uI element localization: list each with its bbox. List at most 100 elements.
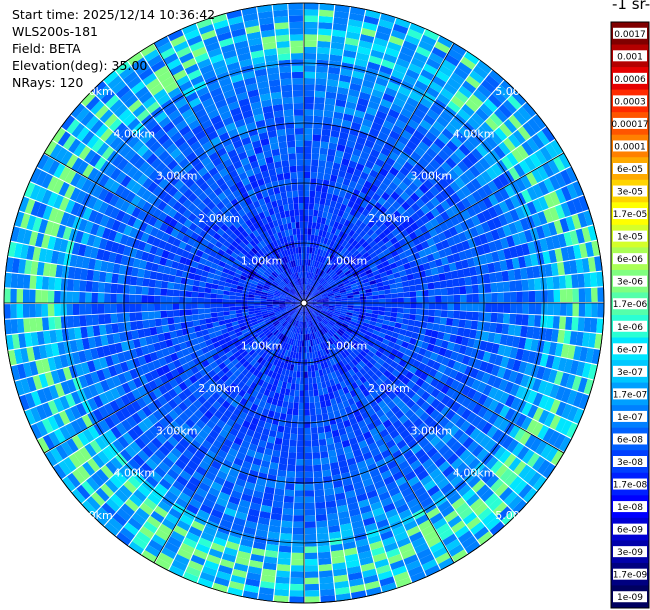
range-gate-cell [347, 336, 355, 343]
range-gate-cell [402, 145, 414, 156]
range-gate-cell [379, 328, 388, 335]
range-gate-cell [355, 52, 370, 62]
range-gate-cell [500, 237, 510, 249]
range-gate-cell [334, 295, 342, 298]
range-gate-cell [497, 292, 504, 303]
range-gate-cell [416, 296, 423, 303]
range-gate-cell [411, 536, 427, 549]
range-gate-cell [324, 266, 330, 273]
range-gate-cell [331, 273, 338, 280]
range-gate-cell [217, 316, 225, 322]
range-gate-cell [447, 310, 454, 319]
range-gate-cell [370, 266, 379, 273]
range-gate-cell [105, 323, 113, 335]
range-gate-cell [552, 276, 560, 289]
range-gate-cell [292, 527, 304, 535]
range-gate-cell [408, 182, 419, 193]
range-gate-cell [464, 169, 476, 182]
range-gate-cell [369, 347, 378, 355]
range-gate-cell [324, 494, 336, 502]
range-gate-cell [351, 239, 359, 248]
range-gate-cell [422, 262, 431, 271]
range-gate-cell [316, 299, 323, 301]
range-gate-cell [415, 46, 431, 58]
range-gate-cell [281, 407, 288, 415]
range-gate-cell [322, 305, 329, 309]
range-gate-cell [541, 126, 555, 143]
range-gate-cell [465, 75, 481, 89]
range-gate-cell [304, 415, 311, 422]
range-gate-cell [311, 247, 316, 255]
range-gate-cell [348, 237, 355, 245]
range-gate-cell [395, 317, 403, 324]
range-gate-cell [371, 43, 387, 54]
range-gate-cell [328, 304, 336, 307]
range-gate-cell [338, 80, 350, 89]
range-gate-cell [304, 284, 306, 291]
range-gate-cell [532, 392, 544, 407]
range-gate-cell [309, 299, 317, 302]
range-gate-cell [293, 515, 304, 522]
range-gate-cell [308, 294, 314, 299]
range-gate-cell [403, 262, 411, 270]
range-gate-cell [532, 475, 547, 491]
range-gate-cell [411, 393, 421, 403]
range-gate-cell [434, 413, 445, 424]
range-gate-cell [315, 307, 322, 311]
range-gate-cell [392, 449, 403, 460]
range-gate-cell [482, 243, 491, 254]
range-gate-cell [365, 9, 381, 19]
range-gate-cell [339, 289, 347, 294]
range-gate-cell [473, 359, 483, 370]
range-gate-cell [320, 588, 335, 597]
range-gate-cell [279, 457, 288, 465]
range-gate-cell [453, 303, 461, 311]
range-gate-cell [350, 351, 358, 359]
range-gate-cell [323, 482, 334, 490]
range-gate-cell [376, 281, 384, 288]
range-gate-cell [331, 315, 339, 320]
range-gate-cell [469, 329, 477, 339]
range-gate-cell [204, 313, 212, 319]
range-gate-cell [337, 223, 344, 231]
range-gate-cell [297, 434, 304, 441]
range-gate-cell [549, 191, 561, 206]
range-gate-cell [498, 141, 511, 156]
range-gate-cell [512, 359, 522, 372]
range-gate-cell [282, 400, 289, 408]
range-gate-cell [518, 337, 527, 349]
range-gate-cell [135, 285, 143, 295]
range-gate-cell [292, 414, 299, 422]
range-gate-cell [328, 294, 335, 298]
range-gate-cell [383, 219, 392, 228]
range-gate-cell [116, 313, 124, 323]
range-gate-cell [378, 205, 388, 215]
range-gate-cell [596, 271, 604, 287]
range-gate-cell [304, 203, 309, 210]
range-gate-cell [366, 174, 376, 184]
range-gate-cell [343, 219, 351, 228]
range-gate-cell [512, 233, 522, 246]
range-gate-cell [54, 303, 61, 317]
range-gate-cell [332, 241, 339, 249]
range-gate-cell [350, 342, 358, 349]
range-gate-cell [538, 196, 549, 211]
range-gate-cell [313, 310, 319, 316]
range-gate-cell [532, 456, 546, 472]
range-gate-cell [335, 236, 342, 244]
range-gate-cell [316, 316, 322, 322]
range-gate-cell [314, 274, 319, 281]
range-gate-cell [423, 63, 438, 76]
range-gate-cell [217, 285, 225, 291]
range-gate-cell [309, 190, 316, 198]
range-gate-cell [331, 35, 346, 44]
range-gate-cell [321, 230, 327, 238]
range-gate-cell [308, 295, 315, 300]
range-gate-cell [383, 315, 391, 321]
range-gate-cell [354, 109, 366, 119]
range-gate-cell [311, 273, 316, 280]
range-gate-cell [305, 278, 308, 285]
range-gate-cell [359, 375, 367, 384]
range-gate-cell [410, 202, 421, 213]
range-gate-cell [370, 49, 385, 59]
